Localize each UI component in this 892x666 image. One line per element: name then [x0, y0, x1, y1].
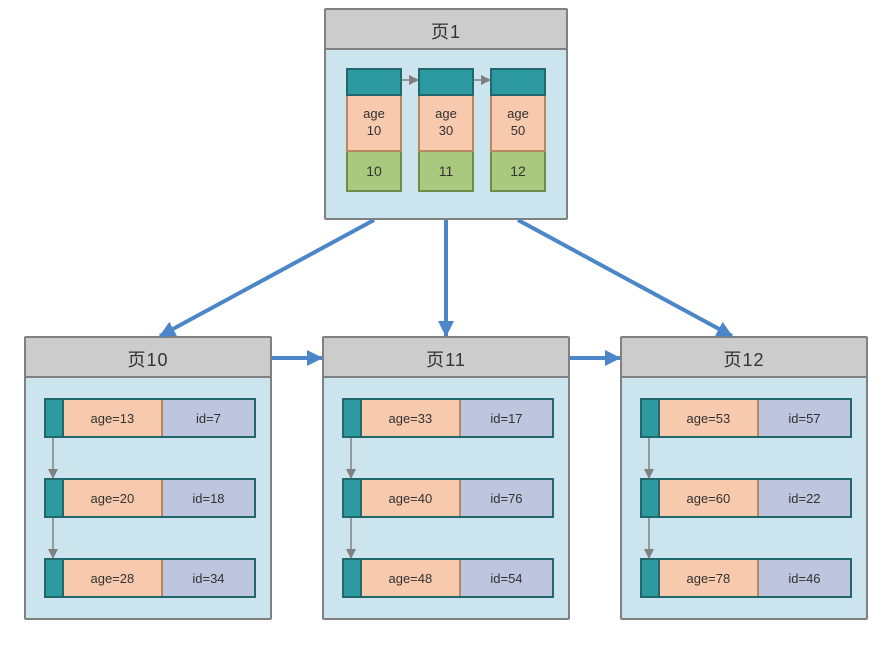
row-header-cell — [46, 560, 64, 596]
row-header-cell — [642, 480, 660, 516]
root-page-body: age1010age3011age5012 — [326, 50, 566, 218]
leaf-row: age=78id=46 — [640, 558, 852, 598]
row-id-cell: id=76 — [461, 480, 552, 516]
column-pointer-cell: 12 — [490, 152, 546, 192]
leaf-page-body: age=13id=7 age=20id=18 age=28id=34 — [26, 378, 270, 618]
row-header-cell — [642, 560, 660, 596]
leaf-page-title: 页12 — [622, 338, 866, 378]
leaf-page-body: age=33id=17 age=40id=76 age=48id=54 — [324, 378, 568, 618]
row-id-cell: id=54 — [461, 560, 552, 596]
leaf-row: age=60id=22 — [640, 478, 852, 518]
root-column: age5012 — [490, 68, 546, 192]
row-header-cell — [46, 400, 64, 436]
row-id-cell: id=18 — [163, 480, 254, 516]
root-column: age3011 — [418, 68, 474, 192]
row-age-cell: age=13 — [64, 400, 163, 436]
row-id-cell: id=17 — [461, 400, 552, 436]
row-age-cell: age=78 — [660, 560, 759, 596]
leaf-row: age=13id=7 — [44, 398, 256, 438]
row-header-cell — [46, 480, 64, 516]
column-header-cell — [490, 68, 546, 96]
age-label: age — [363, 106, 385, 123]
row-id-cell: id=57 — [759, 400, 850, 436]
age-label: age — [435, 106, 457, 123]
leaf-row: age=40id=76 — [342, 478, 554, 518]
leaf-page-title: 页10 — [26, 338, 270, 378]
leaf-row: age=20id=18 — [44, 478, 256, 518]
age-value: 50 — [511, 123, 525, 140]
leaf-page: 页12 age=53id=57 age=60id=22 age=78id=46 — [620, 336, 868, 620]
age-value: 30 — [439, 123, 453, 140]
row-id-cell: id=22 — [759, 480, 850, 516]
tree-edge-arrow — [160, 220, 374, 336]
row-header-cell — [344, 400, 362, 436]
column-header-cell — [346, 68, 402, 96]
column-pointer-cell: 11 — [418, 152, 474, 192]
row-age-cell: age=40 — [362, 480, 461, 516]
column-age-cell: age50 — [490, 96, 546, 152]
column-header-cell — [418, 68, 474, 96]
root-page-title: 页1 — [326, 10, 566, 50]
leaf-page-body: age=53id=57 age=60id=22 age=78id=46 — [622, 378, 866, 618]
row-header-cell — [344, 560, 362, 596]
column-age-cell: age10 — [346, 96, 402, 152]
tree-edge-arrow — [518, 220, 732, 336]
age-value: 10 — [367, 123, 381, 140]
leaf-row: age=33id=17 — [342, 398, 554, 438]
row-header-cell — [642, 400, 660, 436]
leaf-row: age=48id=54 — [342, 558, 554, 598]
leaf-page: 页11 age=33id=17 age=40id=76 age=48id=54 — [322, 336, 570, 620]
row-age-cell: age=53 — [660, 400, 759, 436]
age-label: age — [507, 106, 529, 123]
leaf-page-title: 页11 — [324, 338, 568, 378]
leaf-page: 页10 age=13id=7 age=20id=18 age=28id=34 — [24, 336, 272, 620]
row-age-cell: age=20 — [64, 480, 163, 516]
root-column: age1010 — [346, 68, 402, 192]
column-age-cell: age30 — [418, 96, 474, 152]
diagram-stage: 页1age1010age3011age5012页10age=13id=7age=… — [0, 0, 892, 666]
row-id-cell: id=46 — [759, 560, 850, 596]
row-age-cell: age=28 — [64, 560, 163, 596]
row-header-cell — [344, 480, 362, 516]
row-age-cell: age=48 — [362, 560, 461, 596]
leaf-row: age=28id=34 — [44, 558, 256, 598]
row-age-cell: age=33 — [362, 400, 461, 436]
column-pointer-cell: 10 — [346, 152, 402, 192]
root-page: 页1age1010age3011age5012 — [324, 8, 568, 220]
row-id-cell: id=34 — [163, 560, 254, 596]
row-id-cell: id=7 — [163, 400, 254, 436]
row-age-cell: age=60 — [660, 480, 759, 516]
leaf-row: age=53id=57 — [640, 398, 852, 438]
